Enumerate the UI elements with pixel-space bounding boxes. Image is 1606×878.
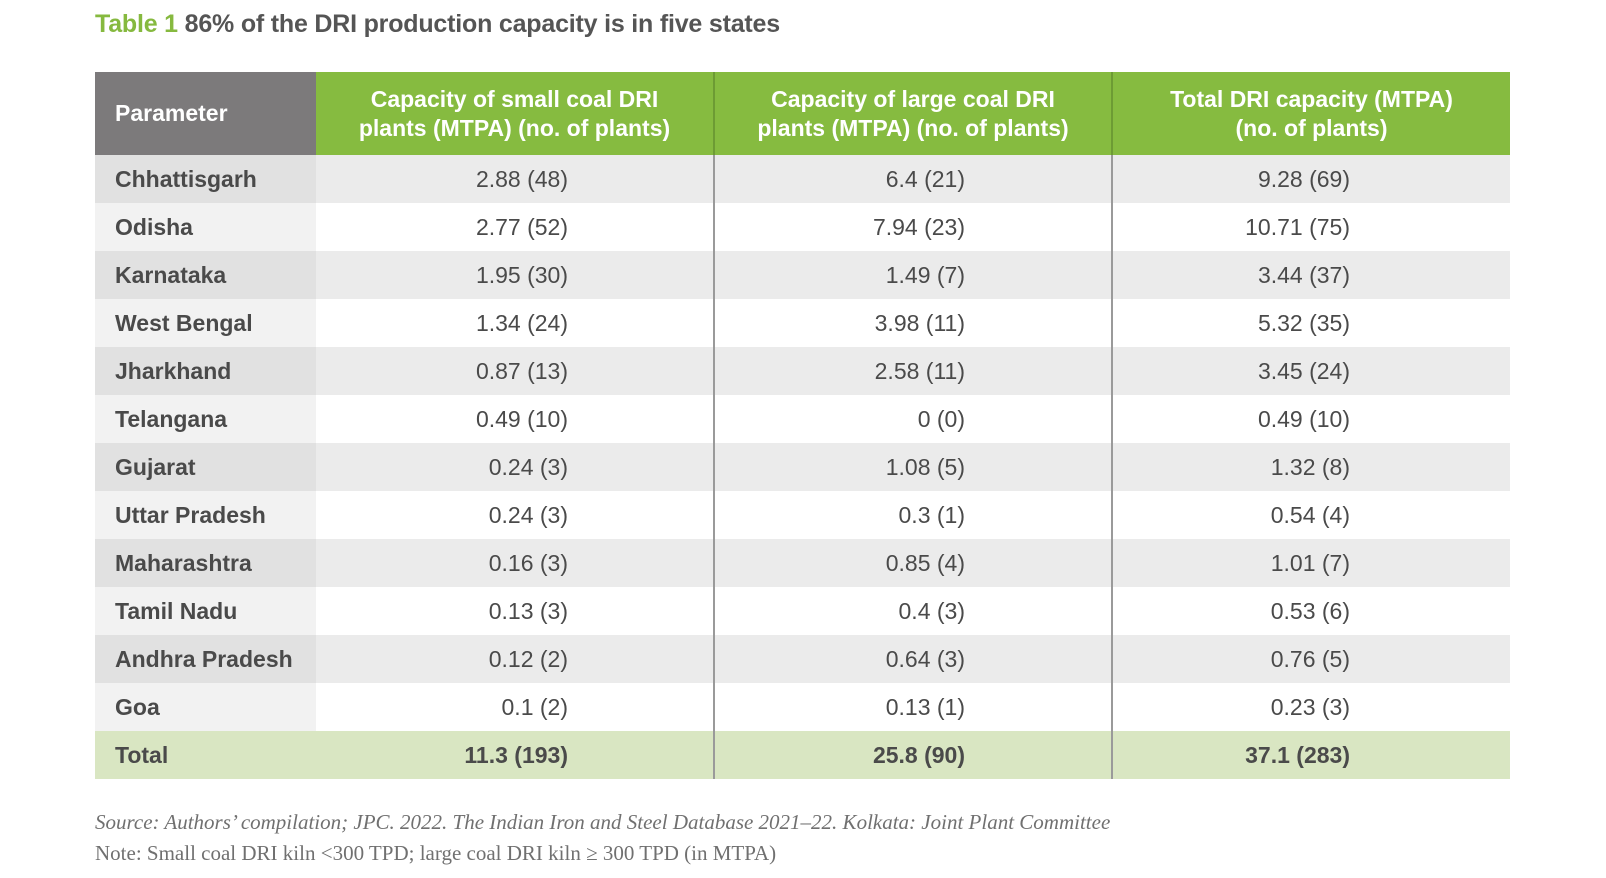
state-name: Goa bbox=[95, 683, 316, 731]
table-row: Maharashtra 0.16 (3) 0.85 (4) 1.01 (7) bbox=[95, 539, 1510, 587]
state-name: Karnataka bbox=[95, 251, 316, 299]
total-capacity-cell: 3.44 (37) bbox=[1111, 251, 1510, 299]
header-total-capacity: Total DRI capacity (MTPA) (no. of plants… bbox=[1111, 72, 1510, 155]
state-name: West Bengal bbox=[95, 299, 316, 347]
table-title: Table 1 86% of the DRI production capaci… bbox=[95, 10, 780, 39]
state-name: Chhattisgarh bbox=[95, 155, 316, 203]
large-capacity-cell: 1.49 (7) bbox=[713, 251, 1112, 299]
large-capacity-cell: 0.85 (4) bbox=[713, 539, 1112, 587]
small-capacity-cell: 1.34 (24) bbox=[316, 299, 714, 347]
header-small-capacity: Capacity of small coal DRI plants (MTPA)… bbox=[316, 72, 714, 155]
header-large-capacity: Capacity of large coal DRI plants (MTPA)… bbox=[713, 72, 1112, 155]
table-row: Odisha 2.77 (52) 7.94 (23) 10.71 (75) bbox=[95, 203, 1510, 251]
total-capacity-cell: 1.01 (7) bbox=[1111, 539, 1510, 587]
table-note: Note: Small coal DRI kiln <300 TPD; larg… bbox=[95, 841, 777, 865]
header-row: Parameter Capacity of small coal DRI pla… bbox=[95, 72, 1510, 155]
state-name: Uttar Pradesh bbox=[95, 491, 316, 539]
table-row: Karnataka 1.95 (30) 1.49 (7) 3.44 (37) bbox=[95, 251, 1510, 299]
total-row: Total 11.3 (193) 25.8 (90) 37.1 (283) bbox=[95, 731, 1510, 779]
total-capacity-cell: 3.45 (24) bbox=[1111, 347, 1510, 395]
total-capacity-cell: 0.53 (6) bbox=[1111, 587, 1510, 635]
total-capacity-cell: 0.49 (10) bbox=[1111, 395, 1510, 443]
small-capacity-cell: 2.77 (52) bbox=[316, 203, 714, 251]
source-citation: Source: Authors’ compilation; JPC. 2022.… bbox=[95, 810, 1111, 834]
state-name: Maharashtra bbox=[95, 539, 316, 587]
small-capacity-cell: 2.88 (48) bbox=[316, 155, 714, 203]
small-capacity-cell: 11.3 (193) bbox=[316, 731, 714, 779]
small-capacity-cell: 0.16 (3) bbox=[316, 539, 714, 587]
state-name: Telangana bbox=[95, 395, 316, 443]
state-name: Jharkhand bbox=[95, 347, 316, 395]
table-body: Chhattisgarh 2.88 (48) 6.4 (21) 9.28 (69) Od… bbox=[95, 155, 1510, 779]
header-large-capacity-label: Capacity of large coal DRI plants (MTPA)… bbox=[757, 85, 1069, 141]
small-capacity-cell: 0.1 (2) bbox=[316, 683, 714, 731]
large-capacity-cell: 0.4 (3) bbox=[713, 587, 1112, 635]
total-capacity-cell: 1.32 (8) bbox=[1111, 443, 1510, 491]
table-row: Telangana 0.49 (10) 0 (0) 0.49 (10) bbox=[95, 395, 1510, 443]
large-capacity-cell: 6.4 (21) bbox=[713, 155, 1112, 203]
large-capacity-cell: 25.8 (90) bbox=[713, 731, 1112, 779]
large-capacity-cell: 1.08 (5) bbox=[713, 443, 1112, 491]
state-name: Odisha bbox=[95, 203, 316, 251]
total-capacity-cell: 5.32 (35) bbox=[1111, 299, 1510, 347]
table-row: Andhra Pradesh 0.12 (2) 0.64 (3) 0.76 (5) bbox=[95, 635, 1510, 683]
state-name: Andhra Pradesh bbox=[95, 635, 316, 683]
total-capacity-cell: 10.71 (75) bbox=[1111, 203, 1510, 251]
small-capacity-cell: 0.24 (3) bbox=[316, 443, 714, 491]
small-capacity-cell: 0.12 (2) bbox=[316, 635, 714, 683]
large-capacity-cell: 0.13 (1) bbox=[713, 683, 1112, 731]
large-capacity-cell: 0.64 (3) bbox=[713, 635, 1112, 683]
large-capacity-cell: 3.98 (11) bbox=[713, 299, 1112, 347]
total-capacity-cell: 37.1 (283) bbox=[1111, 731, 1510, 779]
small-capacity-cell: 0.13 (3) bbox=[316, 587, 714, 635]
large-capacity-cell: 0.3 (1) bbox=[713, 491, 1112, 539]
table-row: Goa 0.1 (2) 0.13 (1) 0.23 (3) bbox=[95, 683, 1510, 731]
total-capacity-cell: 0.76 (5) bbox=[1111, 635, 1510, 683]
dri-capacity-table: Parameter Capacity of small coal DRI pla… bbox=[95, 72, 1510, 779]
large-capacity-cell: 2.58 (11) bbox=[713, 347, 1112, 395]
total-capacity-cell: 0.23 (3) bbox=[1111, 683, 1510, 731]
table-row: Gujarat 0.24 (3) 1.08 (5) 1.32 (8) bbox=[95, 443, 1510, 491]
total-capacity-cell: 9.28 (69) bbox=[1111, 155, 1510, 203]
small-capacity-cell: 0.49 (10) bbox=[316, 395, 714, 443]
table-row: Chhattisgarh 2.88 (48) 6.4 (21) 9.28 (69) bbox=[95, 155, 1510, 203]
table-row: Uttar Pradesh 0.24 (3) 0.3 (1) 0.54 (4) bbox=[95, 491, 1510, 539]
header-total-capacity-label: Total DRI capacity (MTPA) (no. of plants… bbox=[1170, 85, 1453, 141]
table-row: Tamil Nadu 0.13 (3) 0.4 (3) 0.53 (6) bbox=[95, 587, 1510, 635]
small-capacity-cell: 1.95 (30) bbox=[316, 251, 714, 299]
table-number: Table 1 bbox=[95, 10, 178, 38]
total-capacity-cell: 0.54 (4) bbox=[1111, 491, 1510, 539]
state-name: Gujarat bbox=[95, 443, 316, 491]
header-small-capacity-label: Capacity of small coal DRI plants (MTPA)… bbox=[358, 85, 671, 141]
table-caption: 86% of the DRI production capacity is in… bbox=[184, 10, 781, 38]
small-capacity-cell: 0.87 (13) bbox=[316, 347, 714, 395]
small-capacity-cell: 0.24 (3) bbox=[316, 491, 714, 539]
table-row: West Bengal 1.34 (24) 3.98 (11) 5.32 (35) bbox=[95, 299, 1510, 347]
state-name: Tamil Nadu bbox=[95, 587, 316, 635]
state-name: Total bbox=[95, 731, 316, 779]
header-parameter: Parameter bbox=[95, 72, 316, 155]
large-capacity-cell: 0 (0) bbox=[713, 395, 1112, 443]
large-capacity-cell: 7.94 (23) bbox=[713, 203, 1112, 251]
table-row: Jharkhand 0.87 (13) 2.58 (11) 3.45 (24) bbox=[95, 347, 1510, 395]
